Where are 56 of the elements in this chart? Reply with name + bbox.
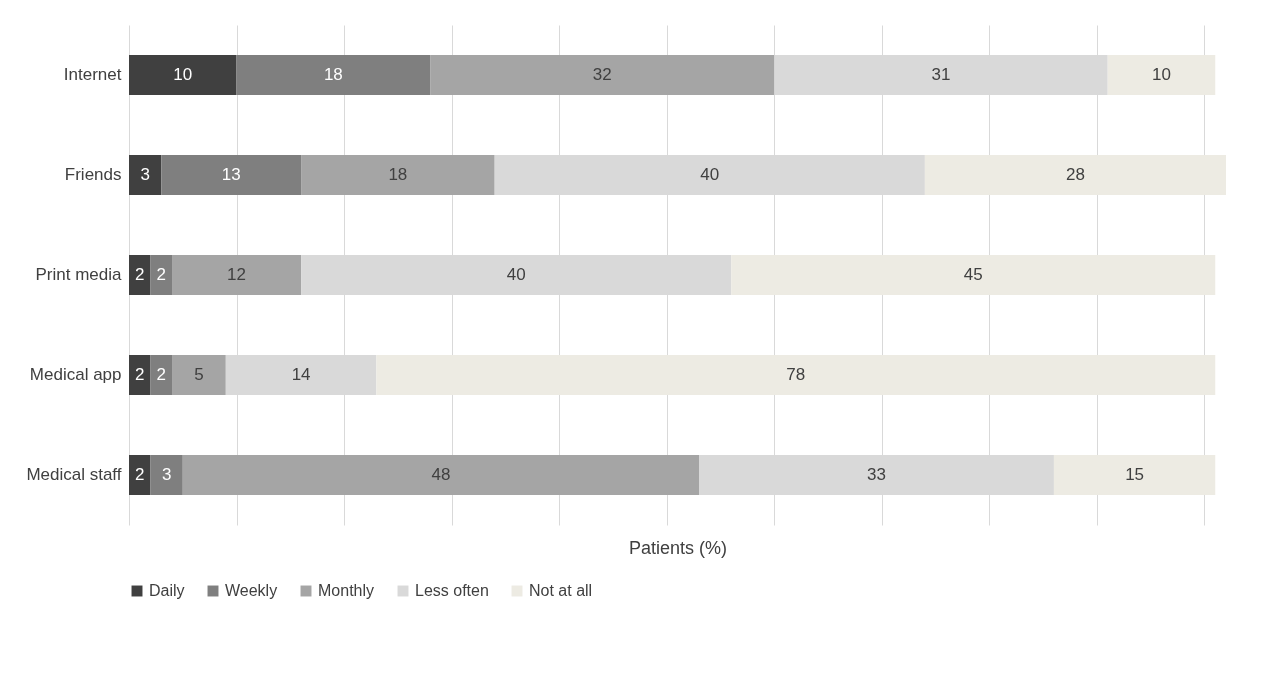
bar [172, 255, 302, 295]
data-label: 78 [786, 365, 806, 384]
data-label: 13 [221, 165, 241, 184]
bar [150, 255, 173, 295]
bar [129, 355, 151, 395]
bar [301, 155, 495, 195]
data-label: 45 [963, 265, 983, 284]
bar [182, 455, 700, 495]
bar [924, 155, 1226, 195]
bar [731, 255, 1216, 295]
data-label: 33 [867, 465, 886, 484]
data-label: 18 [323, 65, 343, 84]
y-tick-label: Internet [63, 65, 122, 84]
bar [236, 55, 431, 95]
y-tick-label: Medical staff [26, 465, 122, 484]
legend-label: Less often [415, 582, 489, 599]
data-label: 40 [700, 165, 720, 184]
data-label: 2 [156, 265, 166, 284]
data-label: 2 [156, 365, 166, 384]
data-label: 18 [388, 165, 408, 184]
y-tick-label: Print media [35, 265, 123, 284]
bar [129, 55, 237, 95]
legend-label: Monthly [318, 582, 375, 599]
y-tick-label: Friends [64, 165, 122, 184]
data-label: 12 [227, 265, 247, 284]
x-axis-title: Patients (%) [628, 537, 728, 558]
data-label: 48 [431, 465, 451, 484]
bar [161, 155, 302, 195]
data-label: 10 [1152, 65, 1171, 84]
y-tick-label: Medical app [29, 365, 122, 384]
data-label: 14 [291, 365, 311, 384]
data-label: 32 [592, 65, 612, 84]
bar [172, 355, 226, 395]
data-label: 10 [173, 65, 193, 84]
bar [150, 455, 183, 495]
data-label: 5 [194, 365, 204, 384]
bar [1107, 55, 1216, 95]
data-label: 2 [135, 265, 145, 284]
bar [150, 355, 173, 395]
bar [1053, 455, 1216, 495]
data-label: 3 [140, 165, 150, 184]
bar [129, 455, 151, 495]
data-label: 28 [1065, 165, 1085, 184]
data-label: 31 [931, 65, 951, 84]
legend-label: Not at all [529, 582, 593, 599]
bar [129, 155, 162, 195]
data-label: 15 [1125, 465, 1145, 484]
bar [430, 55, 775, 95]
legend-label: Daily [149, 582, 185, 599]
legend-label: Weekly [225, 582, 278, 599]
data-label: 40 [506, 265, 526, 284]
data-label: 2 [135, 465, 145, 484]
data-label: 3 [161, 465, 172, 484]
data-label: 2 [135, 365, 145, 384]
bar [376, 355, 1216, 395]
bar [129, 255, 151, 295]
